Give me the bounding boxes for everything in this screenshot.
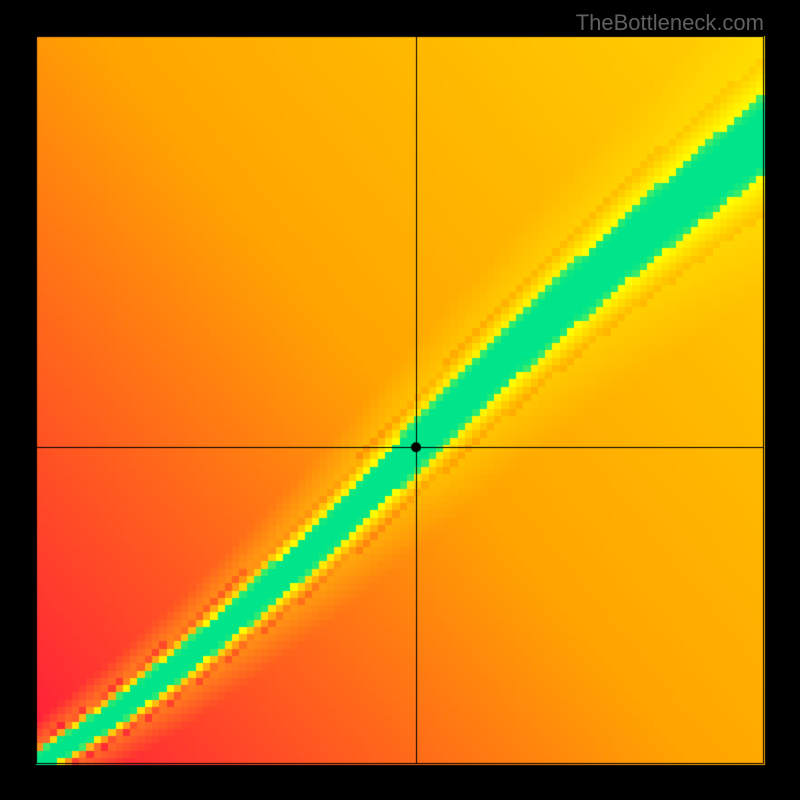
bottleneck-heatmap — [0, 0, 800, 800]
watermark-text: TheBottleneck.com — [576, 10, 764, 36]
chart-container: TheBottleneck.com — [0, 0, 800, 800]
